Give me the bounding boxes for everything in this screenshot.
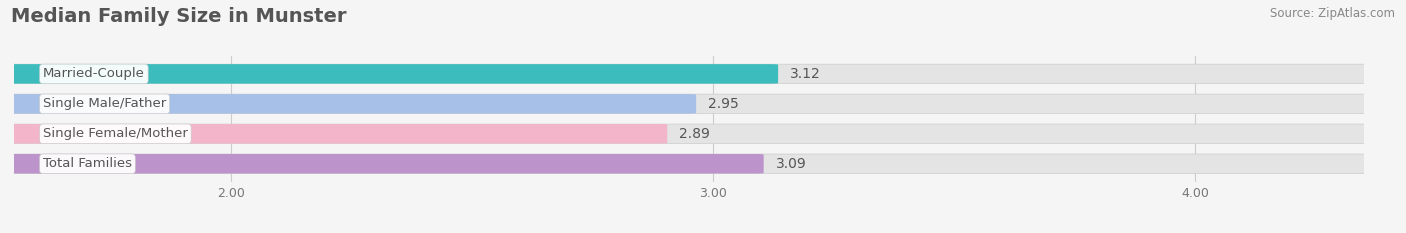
Text: Single Male/Father: Single Male/Father: [44, 97, 166, 110]
Text: Total Families: Total Families: [44, 157, 132, 170]
FancyBboxPatch shape: [7, 94, 1371, 114]
FancyBboxPatch shape: [7, 154, 763, 174]
FancyBboxPatch shape: [7, 64, 1371, 84]
Text: Source: ZipAtlas.com: Source: ZipAtlas.com: [1270, 7, 1395, 20]
FancyBboxPatch shape: [7, 154, 1371, 174]
Text: 2.89: 2.89: [679, 127, 710, 141]
Text: 3.12: 3.12: [790, 67, 821, 81]
Text: 3.09: 3.09: [776, 157, 807, 171]
Text: 2.95: 2.95: [709, 97, 740, 111]
FancyBboxPatch shape: [7, 64, 778, 84]
Text: Married-Couple: Married-Couple: [44, 67, 145, 80]
Text: Single Female/Mother: Single Female/Mother: [44, 127, 188, 140]
FancyBboxPatch shape: [7, 124, 668, 144]
FancyBboxPatch shape: [7, 124, 1371, 144]
Text: Median Family Size in Munster: Median Family Size in Munster: [11, 7, 347, 26]
FancyBboxPatch shape: [7, 94, 696, 114]
